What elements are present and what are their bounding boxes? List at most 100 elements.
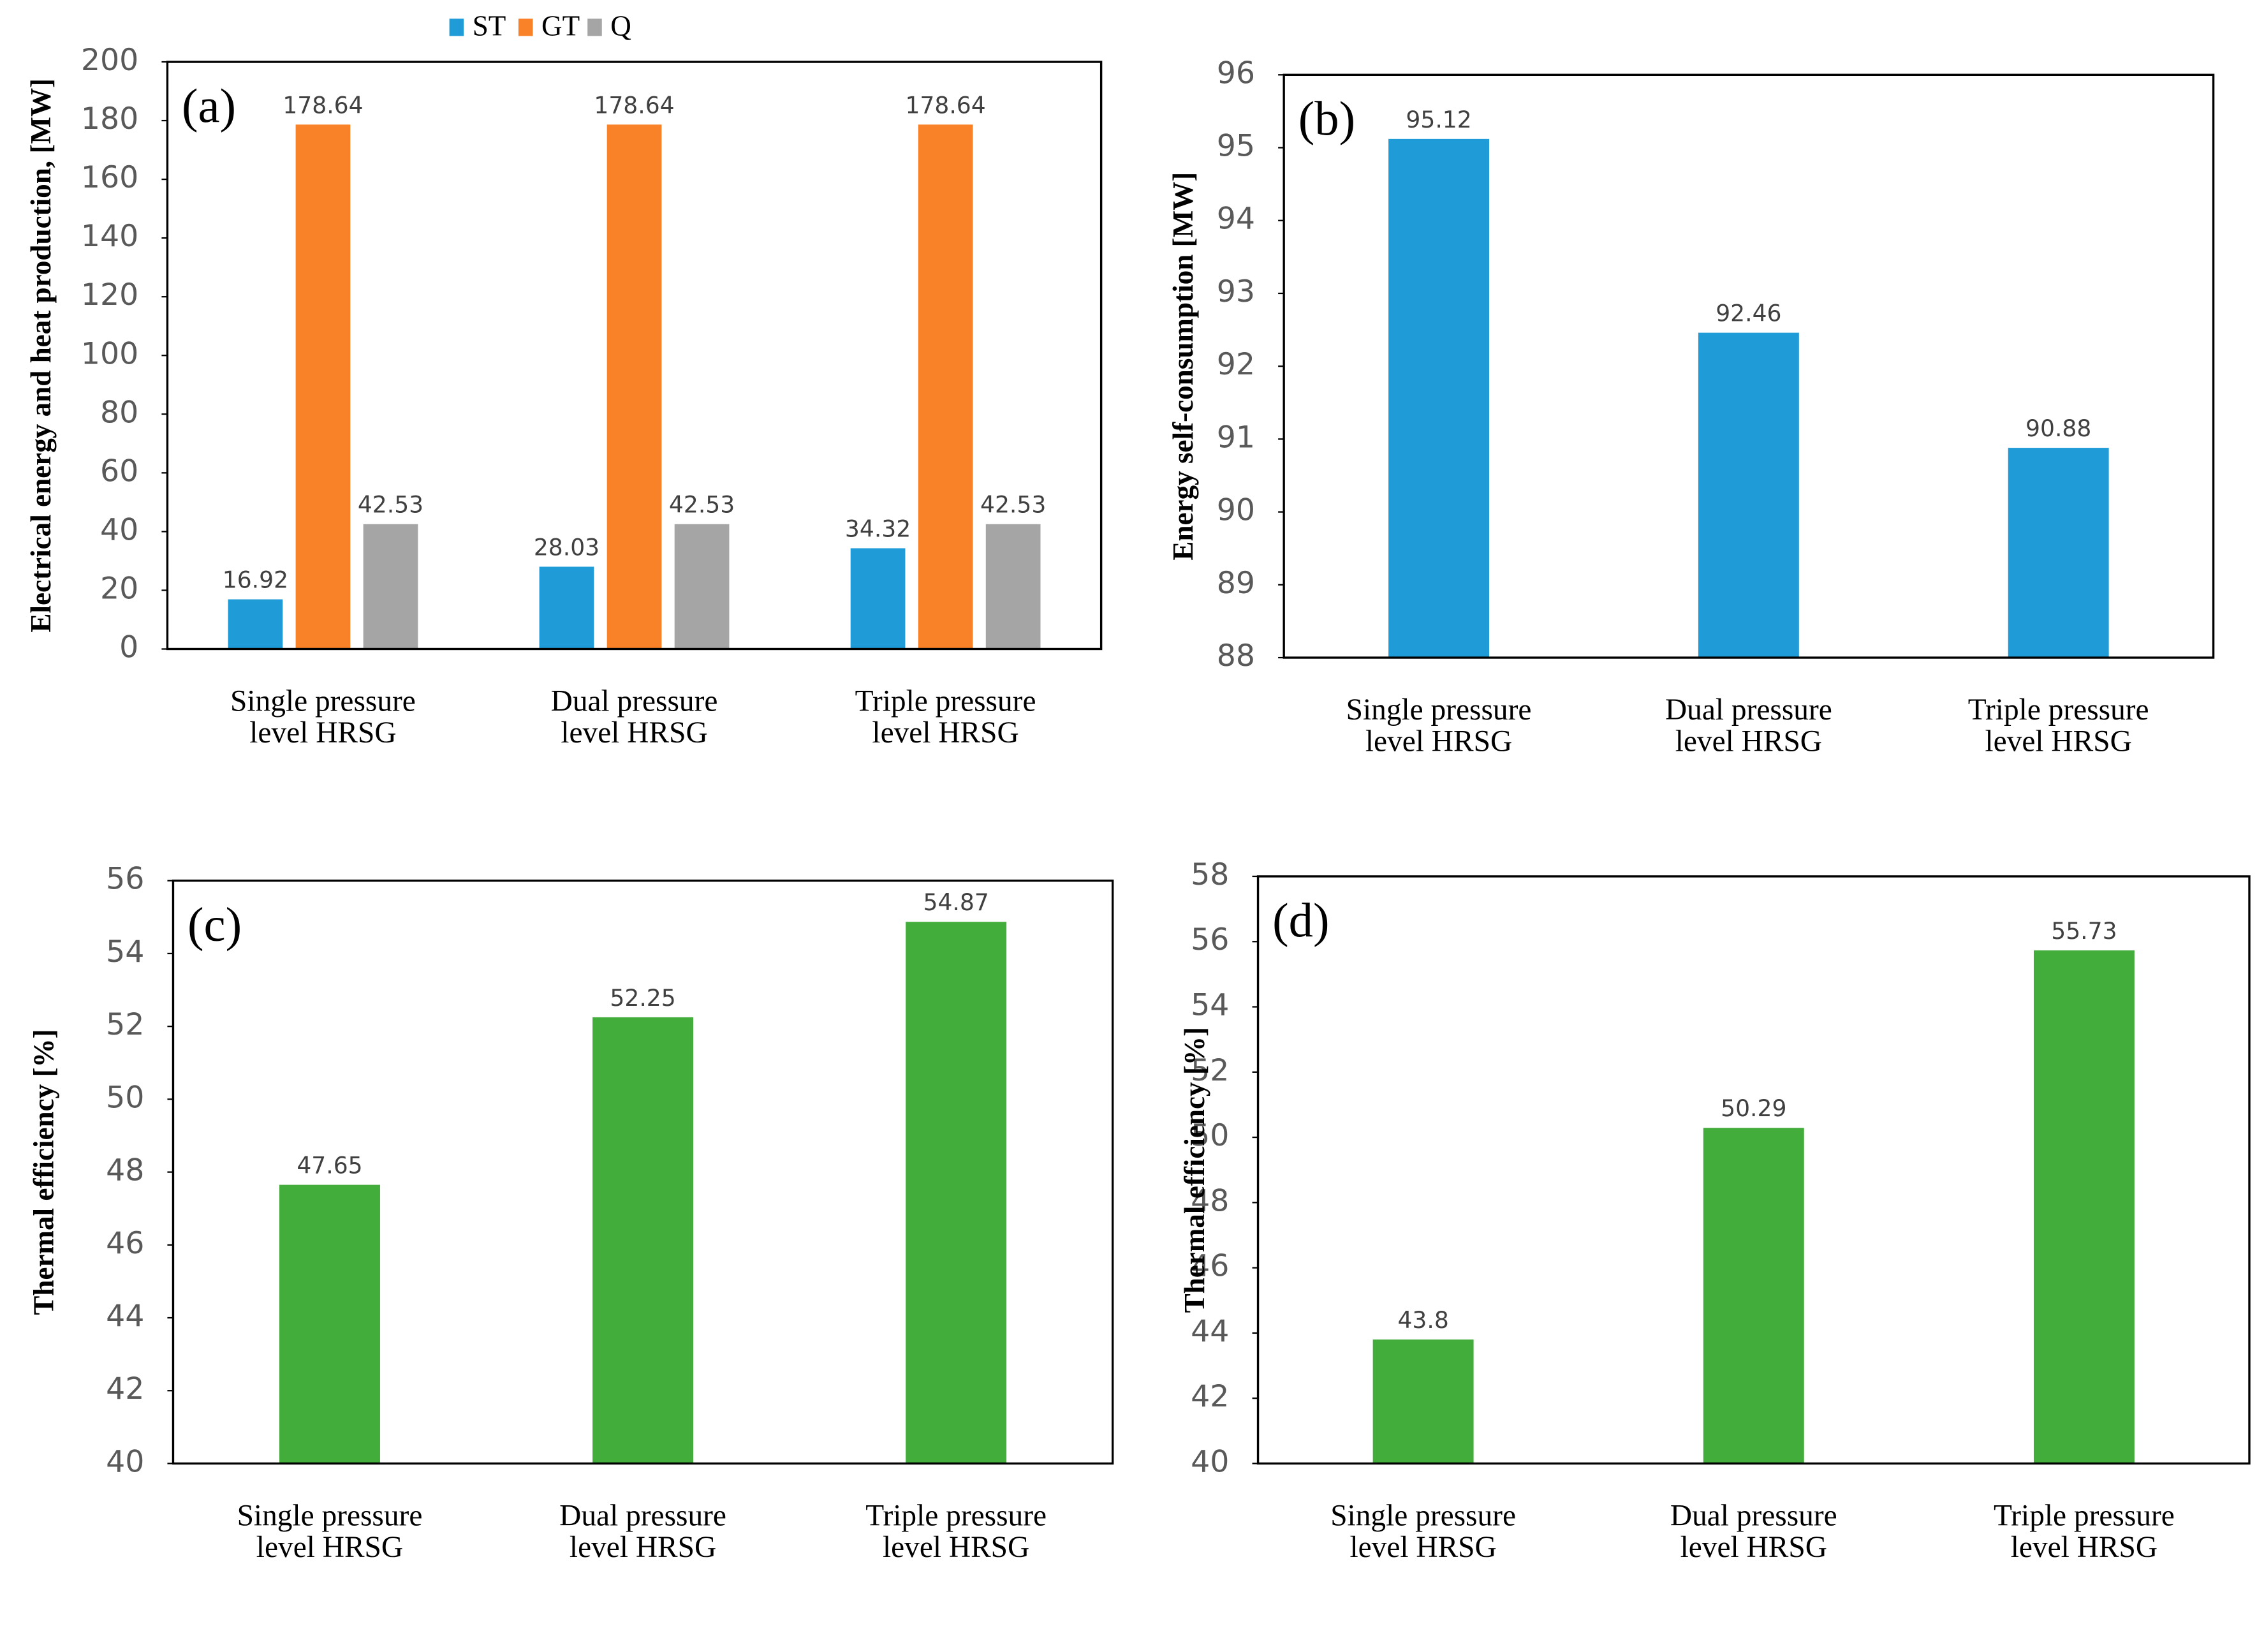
plot-frame	[1256, 875, 2251, 1465]
x-tick-label: Dual pressure level HRSG	[1665, 693, 1832, 758]
bar	[1372, 1339, 1474, 1464]
y-tick-label: 56	[1191, 922, 1229, 957]
bar	[674, 524, 730, 649]
x-tick-label: Dual pressure level HRSG	[1670, 1499, 1837, 1565]
y-tick-label: 100	[81, 336, 138, 371]
panel-label: (a)	[182, 78, 236, 133]
x-tick-label-box: Single pressure level HRSG	[1330, 1499, 1517, 1565]
y-tick-label: 42	[106, 1371, 144, 1406]
y-tick-label: 88	[1217, 638, 1255, 674]
bar	[539, 566, 594, 649]
data-label: 54.87	[923, 889, 989, 916]
y-tick-label: 140	[81, 219, 138, 254]
legend-swatch	[587, 18, 602, 36]
legend-swatch	[518, 18, 533, 36]
y-tick-label: 90	[1217, 493, 1255, 528]
x-tick-label: Single pressure level HRSG	[1346, 693, 1532, 758]
x-tick-label: Dual pressure level HRSG	[550, 684, 718, 750]
y-tick-label: 48	[106, 1153, 144, 1188]
data-label: 34.32	[845, 515, 911, 542]
panel-label: (c)	[187, 897, 242, 952]
y-axis-label: Energy self-consumption [MW]	[1167, 172, 1199, 561]
data-label: 42.53	[669, 492, 735, 519]
y-tick-label: 180	[81, 101, 138, 136]
y-tick-label: 46	[106, 1226, 144, 1261]
y-tick-label: 40	[100, 512, 138, 547]
y-tick-label: 20	[100, 571, 138, 606]
y-tick-label: 54	[1191, 988, 1229, 1023]
y-tick-label: 58	[1191, 857, 1229, 892]
y-tick-label: 93	[1217, 274, 1255, 309]
y-tick-label: 56	[106, 862, 144, 897]
plot-frame	[172, 880, 1114, 1465]
panel-label: (b)	[1298, 92, 1355, 146]
x-tick-label-box: Triple pressure level HRSG	[855, 684, 1036, 750]
y-tick-label: 160	[81, 160, 138, 195]
y-axis-label: Thermal efficiency [%]	[1179, 1027, 1210, 1313]
y-tick-label: 46	[1191, 1249, 1229, 1284]
legend-label: ST	[473, 10, 506, 41]
x-tick-label-box: Single pressure level HRSG	[230, 684, 416, 750]
legend-label: Q	[610, 10, 631, 41]
bar	[985, 524, 1041, 649]
y-tick-label: 200	[81, 43, 138, 78]
data-label: 52.25	[610, 985, 675, 1012]
data-label: 92.46	[1716, 300, 1781, 327]
data-label: 55.73	[2051, 918, 2117, 945]
bar	[2008, 448, 2109, 658]
bar	[850, 548, 906, 649]
bar	[1388, 138, 1490, 658]
y-axis-label: Electrical energy and heat production, […	[25, 78, 57, 633]
data-label: 16.92	[223, 567, 288, 594]
data-label: 50.29	[1721, 1095, 1786, 1122]
data-label: 95.12	[1406, 107, 1471, 133]
data-label: 90.88	[2025, 415, 2091, 442]
data-label: 43.8	[1397, 1307, 1448, 1334]
data-label: 47.65	[297, 1153, 362, 1179]
legend-swatch	[449, 18, 464, 36]
data-label: 42.53	[980, 492, 1046, 519]
plot-frame	[166, 61, 1103, 651]
y-tick-label: 40	[106, 1444, 144, 1479]
x-tick-label: Single pressure level HRSG	[230, 684, 416, 750]
x-tick-label: Triple pressure level HRSG	[855, 684, 1036, 750]
x-tick-label-box: Triple pressure level HRSG	[1968, 693, 2149, 756]
data-label: 28.03	[534, 534, 599, 561]
bar	[295, 124, 351, 649]
bar	[906, 922, 1007, 1464]
x-tick-label: Single pressure level HRSG	[1330, 1499, 1517, 1565]
y-tick-label: 60	[100, 454, 138, 489]
y-tick-label: 50	[1191, 1118, 1229, 1153]
x-tick-label: Triple pressure level HRSG	[1993, 1499, 2175, 1565]
y-tick-label: 54	[106, 934, 144, 970]
y-tick-label: 40	[1191, 1444, 1229, 1479]
y-tick-label: 89	[1217, 566, 1255, 601]
y-tick-label: 48	[1191, 1183, 1229, 1218]
bar	[363, 524, 418, 649]
bar	[1703, 1128, 1804, 1464]
data-label: 178.64	[905, 92, 985, 119]
bar	[607, 124, 662, 649]
y-tick-label: 52	[106, 1007, 144, 1042]
x-tick-label: Dual pressure level HRSG	[559, 1499, 726, 1565]
bar	[918, 124, 973, 649]
y-axis-label: Thermal efficiency [%]	[27, 1029, 59, 1315]
y-tick-label: 80	[100, 395, 138, 430]
y-tick-label: 44	[1191, 1314, 1229, 1349]
bar	[592, 1017, 694, 1464]
bar	[2033, 950, 2135, 1464]
y-tick-label: 50	[106, 1080, 144, 1115]
y-tick-label: 95	[1217, 129, 1255, 164]
x-tick-label-box: Dual pressure level HRSG	[559, 1499, 726, 1565]
x-tick-label-box: Triple pressure level HRSG	[865, 1499, 1047, 1565]
x-tick-label-box: Single pressure level HRSG	[237, 1500, 423, 1563]
x-tick-label-box: Dual pressure level HRSG	[1670, 1499, 1837, 1565]
x-tick-label-box: Dual pressure level HRSG	[1665, 693, 1832, 758]
x-tick-label-box: Single pressure level HRSG	[1346, 693, 1532, 758]
x-tick-label: Triple pressure level HRSG	[865, 1499, 1047, 1565]
y-tick-label: 52	[1191, 1053, 1229, 1088]
y-tick-label: 120	[81, 277, 138, 313]
plot-frame	[1283, 73, 2215, 659]
